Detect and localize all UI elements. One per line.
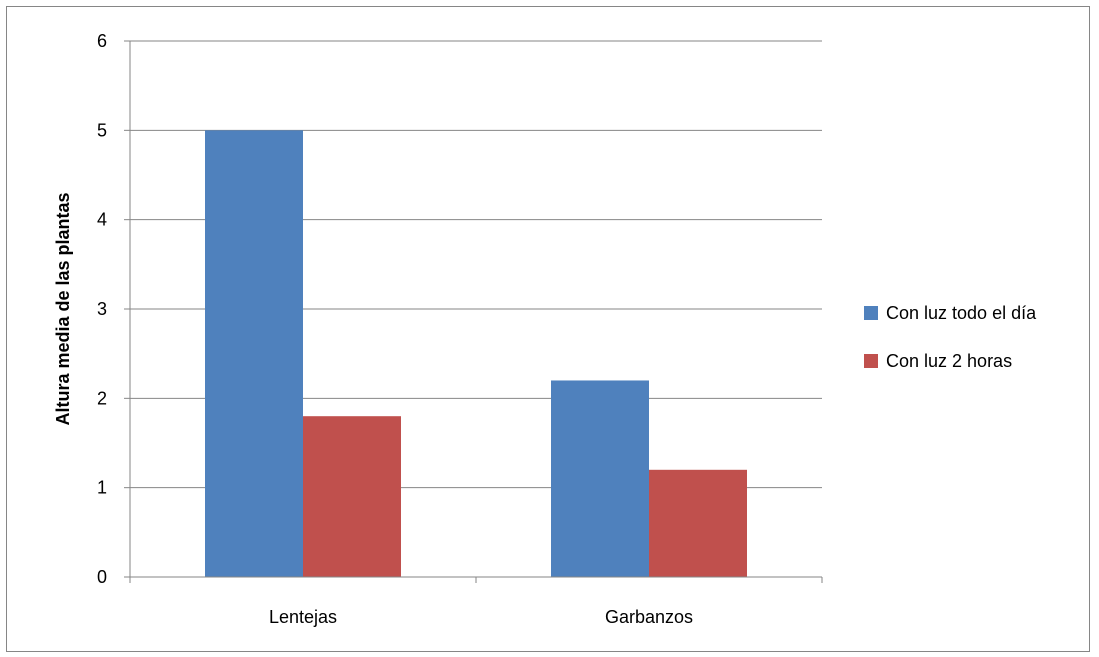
axes xyxy=(124,40,823,583)
y-axis-title: Altura media de las plantas xyxy=(53,192,73,425)
x-category-label: Garbanzos xyxy=(605,607,693,627)
y-tick-label: 0 xyxy=(97,567,107,587)
legend-label: Con luz todo el día xyxy=(886,303,1037,323)
bar-2-horas-lentejas xyxy=(303,416,401,577)
y-tick-label: 1 xyxy=(97,478,107,498)
legend: Con luz todo el día Con luz 2 horas xyxy=(864,303,1037,371)
y-tick-label: 4 xyxy=(97,210,107,230)
chart-frame xyxy=(6,6,1090,652)
bar-2-horas-garbanzos xyxy=(649,469,747,577)
x-category-label: Lentejas xyxy=(269,607,337,627)
legend-swatch xyxy=(864,306,878,320)
legend-label: Con luz 2 horas xyxy=(886,351,1012,371)
y-tick-label: 3 xyxy=(97,299,107,319)
y-tick-label: 6 xyxy=(97,31,107,51)
bar-todo-el-dia-garbanzos xyxy=(551,380,649,577)
bars xyxy=(205,130,747,578)
bar-todo-el-dia-lentejas xyxy=(205,130,303,578)
y-tick-label: 5 xyxy=(97,120,107,140)
x-category-labels: Lentejas Garbanzos xyxy=(269,607,693,627)
y-tick-labels: 0 1 2 3 4 5 6 xyxy=(97,31,107,587)
legend-swatch xyxy=(864,354,878,368)
y-tick-label: 2 xyxy=(97,388,107,408)
